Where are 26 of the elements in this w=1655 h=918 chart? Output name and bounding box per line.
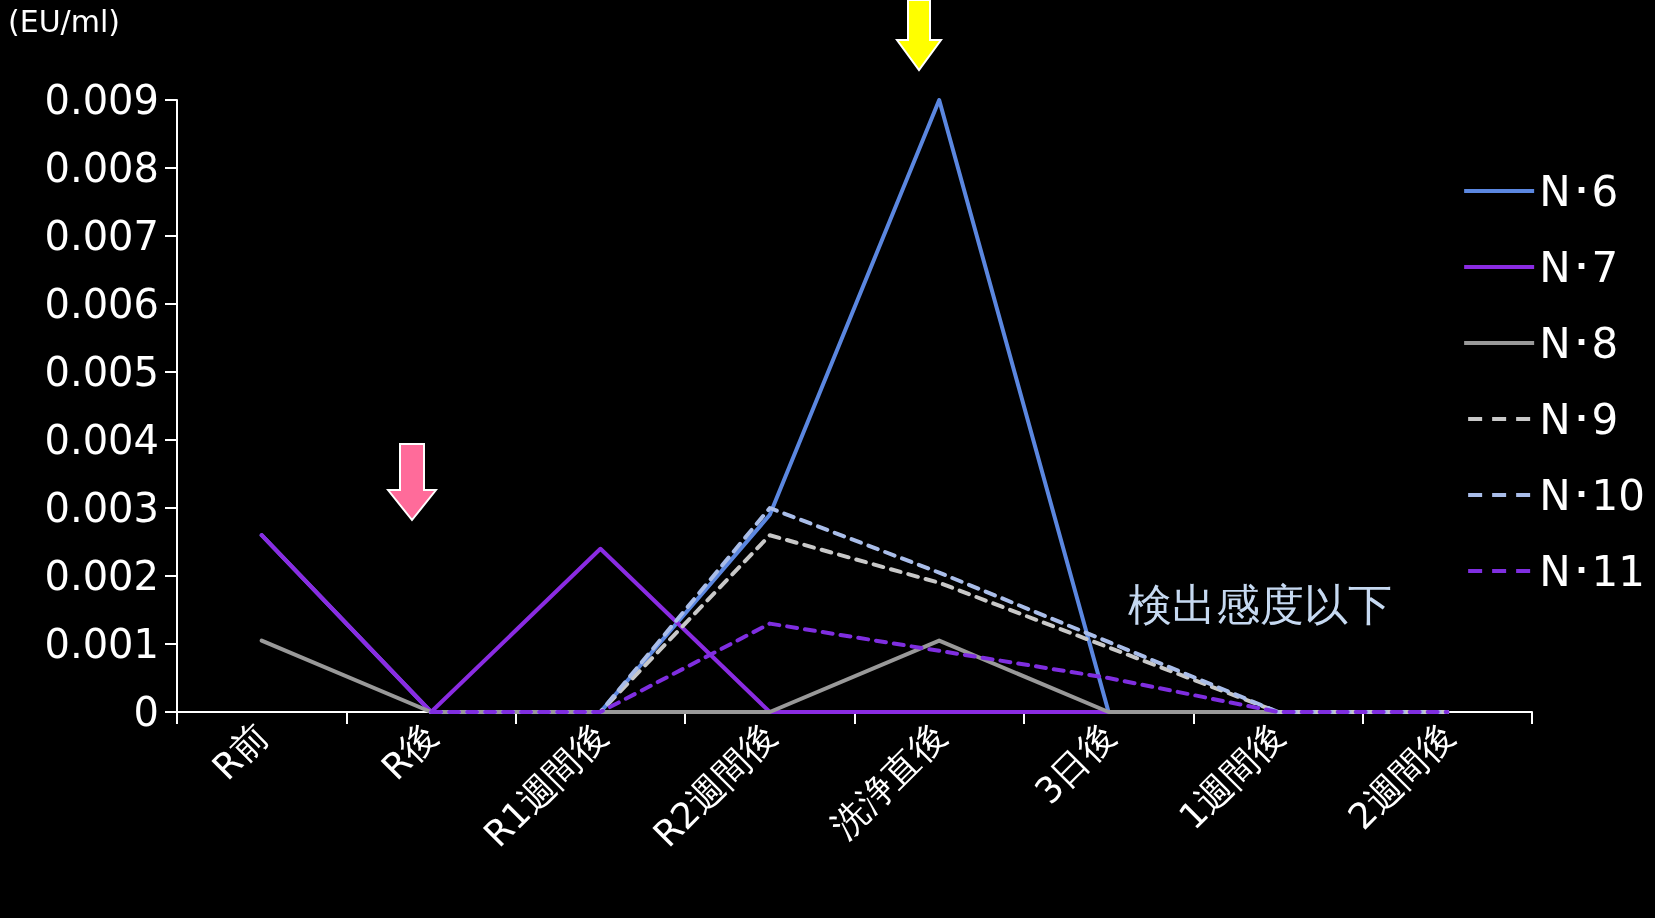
legend-label: N･10	[1539, 470, 1646, 520]
legend-label: N･11	[1539, 546, 1646, 596]
x-tick-label: 3日後	[1026, 715, 1124, 812]
legend-label: N･6	[1539, 166, 1619, 216]
y-tick-label: 0.009	[44, 77, 159, 123]
y-tick-label: 0.006	[44, 281, 159, 327]
y-tick-label: 0.001	[44, 621, 159, 667]
y-axis-title: (EU/ml)	[8, 3, 120, 39]
x-tick-label: R前	[204, 715, 277, 788]
legend-label: N･9	[1539, 394, 1619, 444]
y-tick-label: 0.007	[44, 213, 159, 259]
y-tick-label: 0	[133, 689, 159, 735]
y-tick-label: 0.008	[44, 145, 159, 191]
y-tick-label: 0.005	[44, 349, 159, 395]
legend-label: N･7	[1539, 242, 1619, 292]
x-tick-label: 洗浄直後	[822, 715, 954, 847]
y-tick-label: 0.004	[44, 417, 159, 463]
y-tick-label: 0.003	[44, 485, 159, 531]
x-tick-label: R1週間後	[475, 715, 615, 855]
annotation: 検出感度以下	[1128, 578, 1392, 630]
x-tick-label: 1週間後	[1170, 715, 1293, 838]
y-tick-label: 0.002	[44, 553, 159, 599]
legend-label: N･8	[1539, 318, 1619, 368]
x-tick-label: R2週間後	[645, 715, 785, 855]
x-tick-label: R後	[373, 715, 446, 788]
x-tick-label: 2週間後	[1340, 715, 1462, 838]
